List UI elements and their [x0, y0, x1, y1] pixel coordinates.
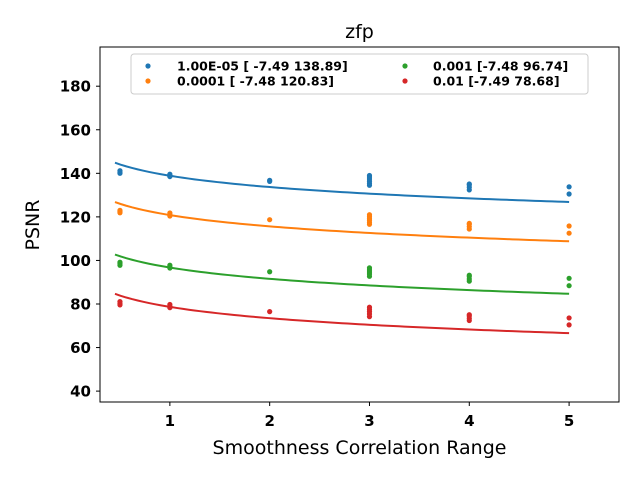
x-tick-label: 1 [165, 412, 175, 430]
data-point [366, 212, 373, 218]
x-tick-label: 4 [464, 412, 474, 430]
x-tick-label: 2 [264, 412, 274, 430]
data-point [566, 315, 572, 321]
data-point [117, 261, 123, 267]
data-point [466, 312, 472, 318]
legend-label: 0.001 [-7.48 96.74] [433, 59, 568, 74]
y-tick-label: 80 [70, 295, 91, 313]
fit-curve [114, 161, 570, 203]
legend-box [130, 53, 589, 95]
y-tick-label: 120 [60, 208, 91, 226]
y-tick-label: 60 [70, 339, 91, 357]
x-tick-label: 3 [364, 412, 374, 430]
data-point [366, 172, 373, 179]
data-point [167, 212, 173, 218]
data-points [117, 168, 572, 328]
fit-curve [114, 292, 570, 335]
y-tick-label: 100 [60, 252, 91, 270]
data-point [267, 269, 273, 275]
x-axis-ticks: 1 2 3 4 5 [165, 402, 574, 430]
fit-curves [114, 161, 570, 335]
legend-label: 1.00E-05 [ -7.49 138.89] [177, 59, 348, 74]
legend-marker [402, 78, 408, 84]
fit-curve [114, 253, 570, 295]
data-point [466, 181, 472, 187]
x-axis-label: Smoothness Correlation Range [213, 437, 507, 459]
data-point [267, 309, 273, 315]
data-point [117, 170, 123, 176]
data-point [117, 209, 123, 215]
y-tick-label: 140 [60, 165, 91, 183]
data-point [566, 191, 572, 197]
data-point [466, 220, 472, 227]
plot-area [100, 47, 619, 402]
legend-marker [402, 63, 408, 69]
data-point [566, 223, 572, 229]
legend: 1.00E-05 [ -7.49 138.89]0.0001 [ -7.48 1… [130, 53, 589, 95]
data-point [466, 272, 472, 278]
legend-label: 0.01 [-7.49 78.68] [433, 74, 560, 89]
data-point [566, 283, 572, 289]
data-point [566, 184, 572, 190]
data-point [267, 217, 273, 223]
fit-curve [114, 201, 570, 243]
legend-marker [145, 63, 151, 69]
legend-marker [145, 78, 151, 84]
data-point [366, 265, 373, 271]
chart-title: zfp [345, 21, 374, 43]
y-tick-label: 40 [70, 383, 91, 401]
data-point [366, 304, 373, 310]
data-point [566, 230, 572, 236]
y-tick-label: 180 [60, 78, 91, 96]
data-point [267, 178, 273, 184]
data-point [167, 173, 173, 179]
data-point [566, 322, 572, 328]
legend-label: 0.0001 [ -7.48 120.83] [177, 74, 334, 89]
data-point [566, 275, 572, 281]
y-tick-label: 160 [60, 121, 91, 139]
plot-frame [99, 46, 620, 403]
y-axis-label: PSNR [22, 200, 44, 251]
x-tick-label: 5 [564, 412, 574, 430]
data-point [167, 303, 173, 309]
y-axis-ticks: 40 60 80 100 120 140 160 180 [60, 78, 100, 401]
data-point [167, 264, 173, 270]
data-point [117, 302, 123, 308]
